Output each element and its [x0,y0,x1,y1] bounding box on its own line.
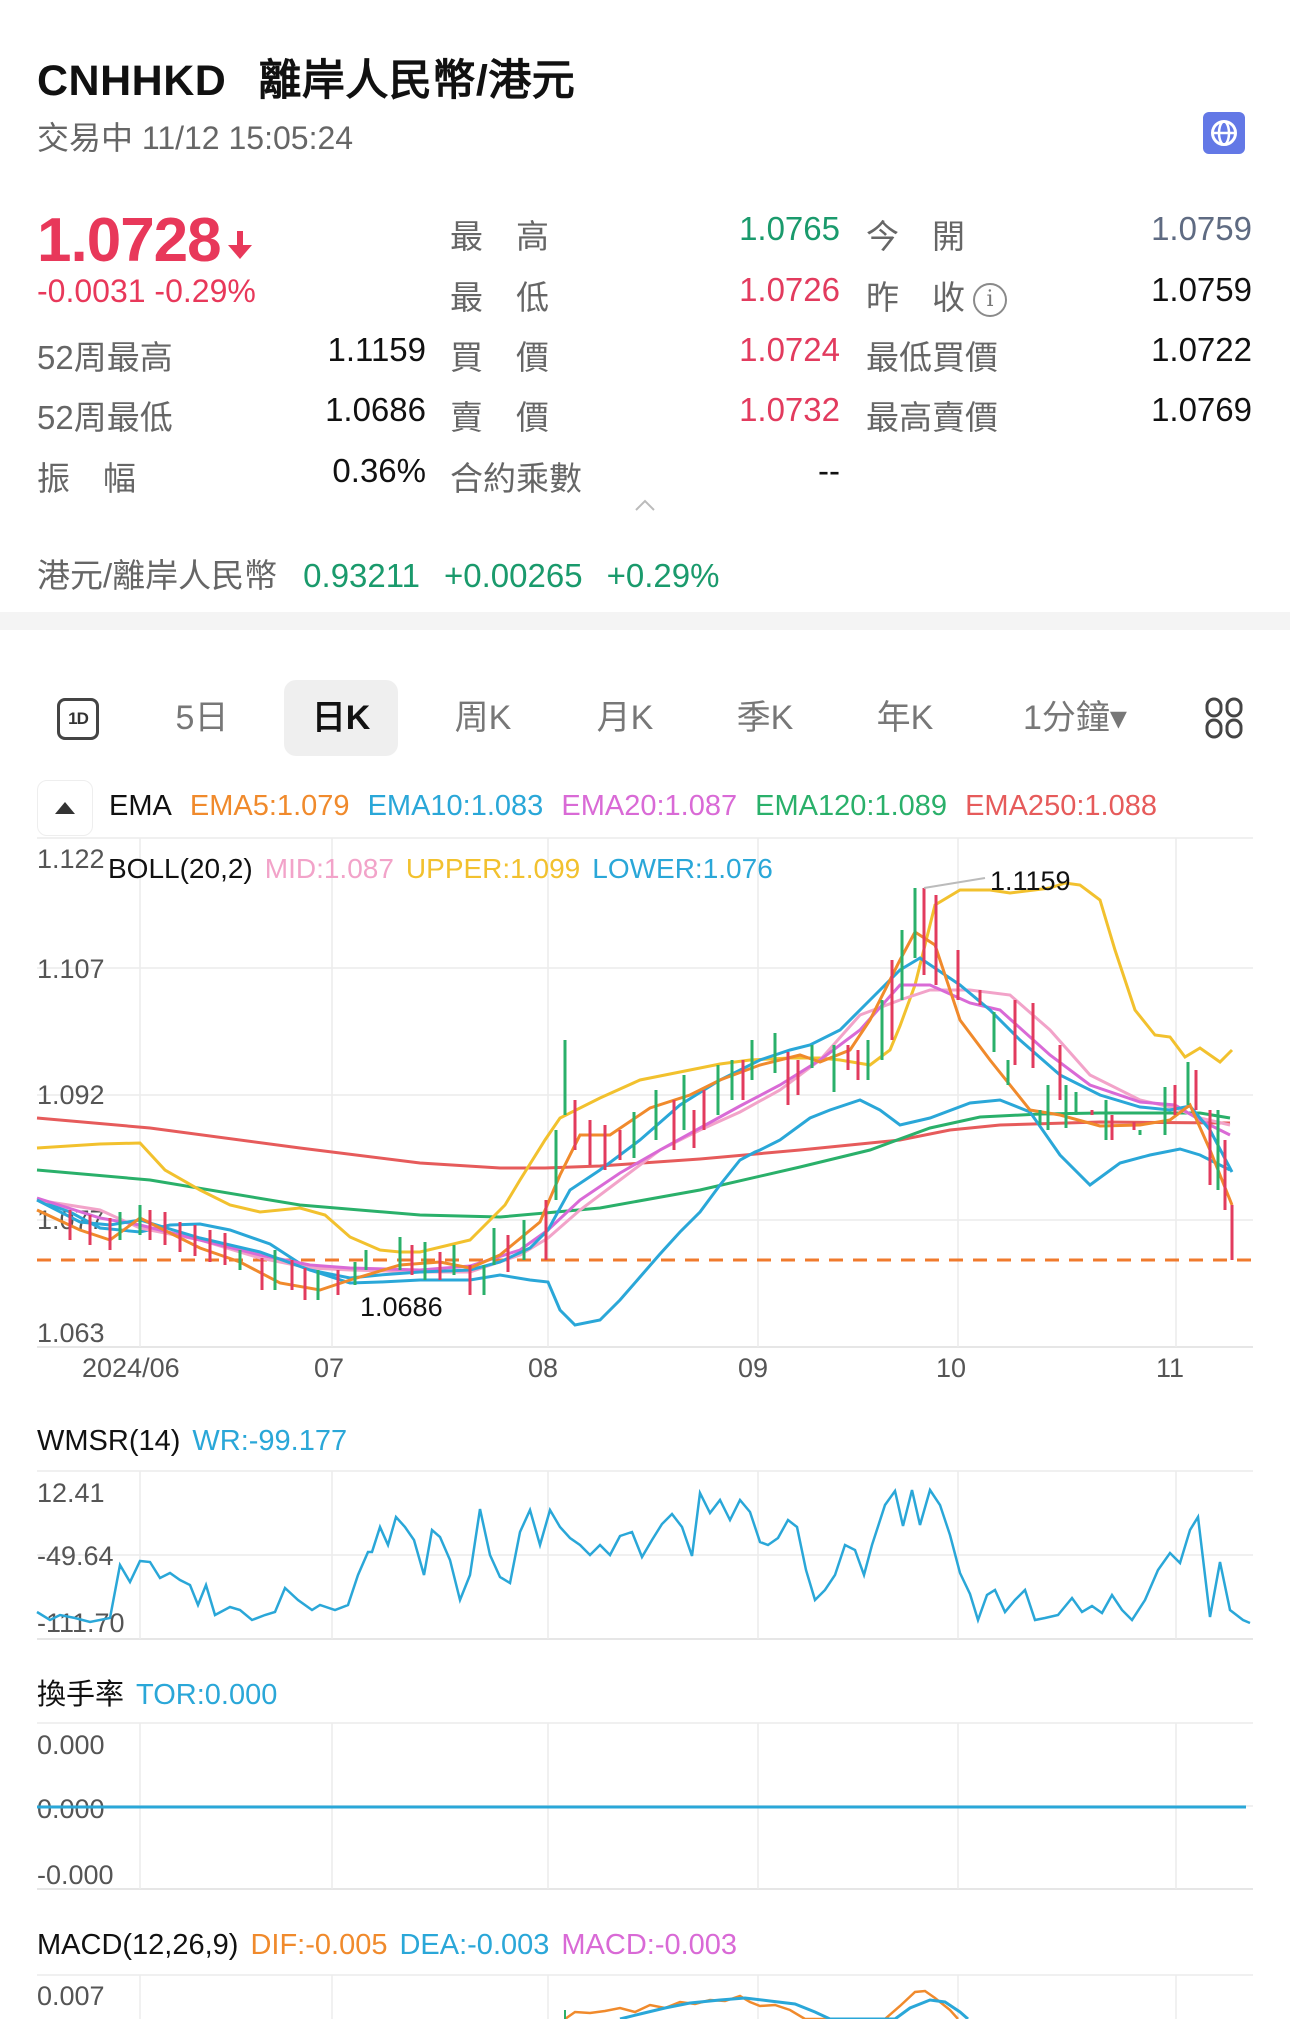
wmsr-tick: -49.64 [37,1541,114,1571]
wk52-low-value: 1.0686 [325,391,426,428]
low-label: 最 低 [450,279,549,316]
y-tick: 1.092 [37,1080,105,1110]
x-axis-labels: 2024/06 07 08 09 10 11 [82,1353,1184,1383]
tor-title: 換手率 TOR:0.000 [37,1678,277,1711]
high-value: 1.0765 [739,210,840,247]
tor-tick: 0.000 [37,1730,105,1760]
last-price: 1.0728 [37,205,255,276]
price-change: -0.0031 -0.29% [37,273,256,309]
triangle-up-icon [55,802,75,814]
tab-monthly-k[interactable]: 月K [596,699,654,737]
y-tick: 1.122 [37,844,105,874]
tab-quarterly-k[interactable]: 季K [736,699,794,737]
wmsr-line [36,1487,1251,1625]
page-title: CNHHKD 離岸人民幣/港元 [37,46,575,108]
svg-text:10: 10 [936,1353,966,1383]
trading-status: 交易中 11/12 15:05:24 [37,120,354,156]
grid-menu-icon[interactable] [1204,696,1244,740]
symbol: CNHHKD [37,57,227,105]
amplitude-value: 0.36% [332,452,426,489]
wk52-high-value: 1.1159 [327,331,426,368]
macd-tick: 0.007 [37,1981,105,2011]
boll-legend: BOLL(20,2) MID:1.087 UPPER:1.099 LOWER:1.07… [108,853,773,884]
max-ask-label: 最高賣價 [866,399,998,436]
info-icon[interactable]: i [973,283,1007,318]
prev-close-value: 1.0759 [1151,271,1252,308]
wmsr-title: WMSR(14) WR:-99.177 [37,1425,347,1457]
globe-icon [1211,120,1237,146]
tab-1min-dropdown[interactable]: 1分鐘▾ [1023,699,1127,737]
min-bid-value: 1.0722 [1151,331,1252,368]
bid-value: 1.0724 [739,331,840,368]
low-value: 1.0726 [739,271,840,308]
svg-text:2024/06: 2024/06 [82,1353,180,1383]
max-ask-value: 1.0769 [1151,391,1252,428]
ask-label: 賣 價 [450,399,549,436]
multiplier-value: -- [818,452,840,489]
section-divider [0,612,1290,630]
tor-tick: 0.000 [37,1794,105,1824]
collapse-chevron-icon[interactable] [632,492,658,518]
svg-text:09: 09 [738,1353,768,1383]
y-tick: 1.063 [37,1318,105,1348]
low-annotation: 1.0686 [360,1292,443,1322]
globe-button[interactable] [1203,112,1245,154]
svg-text:07: 07 [314,1353,344,1383]
wk52-high-label: 52周最高 [37,339,173,376]
open-value: 1.0759 [1151,210,1252,247]
tor-tick: -0.000 [37,1860,114,1890]
macd-title: MACD(12,26,9) DIF:-0.005 DEA:-0.003 MACD:-0… [37,1929,737,1961]
amplitude-label: 振 幅 [37,460,136,497]
instrument-name: 離岸人民幣/港元 [258,57,576,105]
wmsr-tick: 12.41 [37,1478,105,1508]
high-label: 最 高 [450,218,549,255]
open-label: 今 開 [866,218,965,255]
min-bid-label: 最低買價 [866,339,998,376]
svg-text:08: 08 [528,1353,558,1383]
y-tick: 1.107 [37,954,105,984]
bid-label: 買 價 [450,339,549,376]
ask-value: 1.0732 [739,391,840,428]
tab-5day[interactable]: 5日 [175,699,229,737]
arrow-down-icon [227,230,252,259]
period-tabs: 1D 5日 日K 周K 月K 季K 年K 1分鐘▾ [0,680,1290,756]
intraday-1d-icon[interactable]: 1D [57,698,99,740]
wk52-low-label: 52周最低 [37,399,173,436]
svg-text:11: 11 [1156,1353,1184,1383]
tab-weekly-k[interactable]: 周K [454,699,512,737]
candlesticks [68,877,1234,1300]
tab-daily-k[interactable]: 日K [284,680,398,756]
tab-yearly-k[interactable]: 年K [876,699,934,737]
high-annotation: 1.1159 [990,866,1071,896]
indicator-collapse-button[interactable] [37,780,93,836]
multiplier-label: 合約乘數 [450,460,582,497]
inverse-quote[interactable]: 港元/離岸人民幣 0.93211 +0.00265 +0.29% [37,557,720,594]
